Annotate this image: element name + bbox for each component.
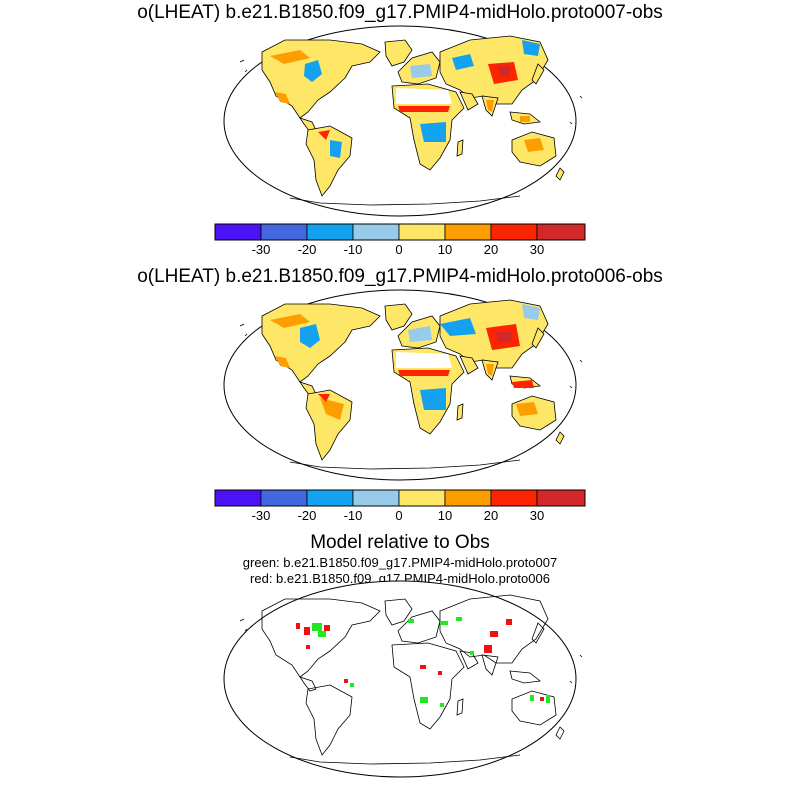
- comparison-legend-green: green: b.e21.B1850.f09_g17.PMIP4-midHolo…: [242, 555, 558, 570]
- green-cell: [530, 695, 534, 701]
- colorbar-2: -30 -20 -10 0 10 20 30: [214, 489, 586, 523]
- colorbar2-swatch: [444, 489, 492, 507]
- red-cell: [420, 665, 426, 669]
- panel2-map: [223, 289, 583, 481]
- colorbar1-swatch: [398, 223, 446, 241]
- panel2-title: o(LHEAT) b.e21.B1850.f09_g17.PMIP4-midHo…: [137, 266, 663, 287]
- green-cell: [408, 619, 414, 623]
- red-cell: [540, 697, 544, 701]
- red-cell: [490, 631, 498, 637]
- red-cell: [306, 645, 310, 649]
- colorbar1-swatch: [444, 223, 492, 241]
- red-cell: [324, 625, 330, 631]
- green-cell: [456, 617, 462, 621]
- comparison-map: [223, 580, 583, 778]
- panel2-land: [239, 299, 583, 470]
- colorbar1-swatch: [352, 223, 400, 241]
- panel1-title: o(LHEAT) b.e21.B1850.f09_g17.PMIP4-midHo…: [137, 2, 663, 23]
- colorbar2-swatch: [490, 489, 538, 507]
- colorbar2-swatch: [536, 489, 586, 507]
- colorbar1-tick: -20: [298, 242, 317, 257]
- colorbar1-swatch: [490, 223, 538, 241]
- colorbar2-tick: -10: [344, 508, 363, 523]
- colorbar1-tick: 0: [395, 242, 402, 257]
- colorbar1-swatch: [260, 223, 308, 241]
- colorbar2-swatch: [214, 489, 262, 507]
- comparison-green-cells: [312, 617, 550, 707]
- colorbar2-tick: 30: [530, 508, 544, 523]
- red-cell: [304, 627, 310, 635]
- colorbar2-tick: 10: [438, 508, 452, 523]
- panel1-map: [223, 25, 583, 217]
- colorbar1-swatch: [306, 223, 354, 241]
- colorbar1-tick: 10: [438, 242, 452, 257]
- green-cell: [440, 703, 444, 707]
- red-cell: [344, 679, 348, 683]
- green-cell: [420, 697, 428, 703]
- green-cell: [440, 621, 448, 625]
- colorbar1-tick: 20: [484, 242, 498, 257]
- panel1-land: [239, 35, 583, 206]
- colorbar1-swatch: [536, 223, 586, 241]
- colorbar2-tick: 20: [484, 508, 498, 523]
- comparison-red-cells: [296, 619, 544, 701]
- colorbar1-tick: 30: [530, 242, 544, 257]
- green-cell: [312, 623, 322, 631]
- comparison-map-frame: [223, 580, 577, 778]
- red-cell: [296, 623, 300, 629]
- colorbar2-tick: -30: [252, 508, 271, 523]
- green-cell: [470, 651, 474, 655]
- colorbar2-swatch: [260, 489, 308, 507]
- green-cell: [318, 631, 326, 637]
- red-cell: [438, 671, 442, 675]
- colorbar2-swatch: [352, 489, 400, 507]
- comparison-title: Model relative to Obs: [310, 532, 490, 553]
- comparison-legend-red: red: b.e21.B1850.f09_g17.PMIP4-midHolo.p…: [250, 571, 550, 586]
- colorbar-1: -30 -20 -10 0 10 20 30: [214, 223, 586, 257]
- green-cell: [350, 683, 354, 687]
- colorbar1-tick: -10: [344, 242, 363, 257]
- red-cell: [484, 645, 492, 653]
- colorbar2-swatch: [398, 489, 446, 507]
- green-cell: [546, 695, 550, 703]
- colorbar2-swatch: [306, 489, 354, 507]
- colorbar1-tick: -30: [252, 242, 271, 257]
- colorbar2-tick: 0: [395, 508, 402, 523]
- colorbar1-swatch: [214, 223, 262, 241]
- red-cell: [506, 619, 512, 625]
- colorbar2-tick: -20: [298, 508, 317, 523]
